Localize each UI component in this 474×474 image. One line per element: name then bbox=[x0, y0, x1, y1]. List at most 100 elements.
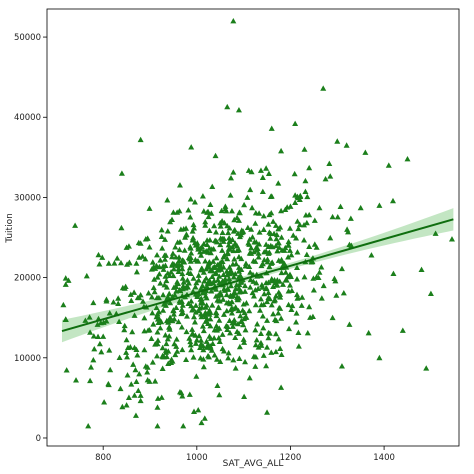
scatter-point bbox=[233, 282, 240, 288]
scatter-point bbox=[157, 280, 164, 286]
scatter-point bbox=[149, 359, 156, 365]
scatter-point bbox=[216, 298, 223, 304]
scatter-point bbox=[218, 207, 225, 214]
scatter-point bbox=[329, 213, 336, 220]
scatter-point bbox=[252, 210, 259, 216]
scatter-point bbox=[199, 193, 206, 199]
scatter-point bbox=[225, 354, 232, 361]
scatter-point bbox=[189, 237, 196, 243]
scatter-point bbox=[157, 324, 164, 331]
scatter-point bbox=[187, 338, 194, 345]
scatter-point bbox=[186, 391, 193, 397]
scatter-point bbox=[293, 319, 300, 325]
scatter-point bbox=[247, 284, 254, 290]
scatter-point bbox=[169, 253, 176, 260]
scatter-point bbox=[240, 321, 247, 328]
scatter-point bbox=[115, 295, 122, 301]
scatter-point bbox=[252, 327, 259, 333]
scatter-point bbox=[162, 332, 169, 338]
scatter-point bbox=[249, 289, 256, 296]
scatter-point bbox=[189, 326, 196, 332]
scatter-point bbox=[294, 218, 301, 224]
scatter-point bbox=[306, 164, 313, 171]
scatter-point bbox=[346, 241, 353, 248]
scatter-point bbox=[176, 182, 183, 188]
regression-line-layer bbox=[61, 218, 454, 333]
scatter-point bbox=[257, 330, 264, 337]
scatter-point bbox=[207, 201, 214, 207]
scatter-point bbox=[154, 311, 161, 317]
scatter-point bbox=[270, 218, 277, 224]
scatter-point bbox=[107, 366, 114, 373]
scatter-point bbox=[278, 269, 285, 276]
scatter-point bbox=[239, 229, 246, 235]
scatter-point bbox=[206, 280, 213, 286]
scatter-point bbox=[301, 146, 308, 152]
scatter-point bbox=[265, 221, 272, 227]
scatter-point bbox=[225, 229, 232, 236]
scatter-point bbox=[179, 393, 186, 399]
scatter-point bbox=[154, 274, 161, 280]
scatter-point bbox=[175, 280, 182, 287]
scatter-point bbox=[105, 260, 112, 266]
scatter-point bbox=[154, 251, 161, 258]
scatter-point bbox=[182, 285, 189, 291]
scatter-point bbox=[95, 333, 102, 340]
scatter-point bbox=[105, 380, 112, 387]
scatter-point bbox=[235, 246, 242, 253]
scatter-point bbox=[279, 247, 286, 253]
scatter-point bbox=[265, 170, 272, 176]
scatter-point bbox=[106, 347, 113, 353]
scatter-point bbox=[176, 246, 183, 253]
scatter-point bbox=[207, 322, 214, 329]
scatter-point bbox=[173, 304, 180, 311]
scatter-point bbox=[246, 236, 253, 242]
scatter-point bbox=[150, 284, 157, 291]
scatter-point bbox=[142, 363, 149, 369]
scatter-point bbox=[302, 177, 309, 184]
scatter-point bbox=[187, 243, 194, 250]
scatter-point bbox=[235, 253, 242, 260]
scatter-point bbox=[226, 275, 233, 281]
scatter-point bbox=[195, 277, 202, 283]
scatter-point bbox=[94, 321, 101, 327]
scatter-point bbox=[188, 346, 195, 353]
scatter-point bbox=[221, 252, 228, 258]
scatter-point bbox=[176, 254, 183, 260]
scatter-point bbox=[82, 317, 89, 323]
scatter-point bbox=[116, 354, 123, 360]
scatter-point bbox=[167, 314, 174, 320]
scatter-point bbox=[159, 352, 166, 359]
scatter-point bbox=[204, 241, 211, 247]
scatter-point bbox=[144, 369, 151, 375]
scatter-point bbox=[423, 365, 430, 371]
scatter-point bbox=[156, 270, 163, 277]
scatter-point bbox=[159, 344, 166, 351]
scatter-point bbox=[208, 288, 215, 294]
scatter-point bbox=[252, 341, 259, 348]
scatter-point bbox=[195, 290, 202, 297]
scatter-point bbox=[182, 234, 189, 240]
scatter-point bbox=[169, 293, 176, 300]
scatter-point bbox=[230, 356, 237, 363]
scatter-point bbox=[223, 300, 230, 306]
scatter-point bbox=[139, 253, 146, 259]
scatter-point bbox=[227, 330, 234, 336]
scatter-point bbox=[167, 218, 174, 225]
scatter-point bbox=[214, 325, 221, 332]
scatter-point bbox=[272, 316, 279, 323]
scatter-point bbox=[236, 209, 243, 216]
scatter-point bbox=[142, 236, 149, 242]
scatter-point bbox=[266, 249, 273, 255]
scatter-point bbox=[294, 264, 301, 270]
scatter-point bbox=[133, 268, 140, 275]
scatter-point bbox=[194, 293, 201, 299]
scatter-point bbox=[149, 259, 156, 265]
scatter-point bbox=[177, 226, 184, 232]
scatter-point bbox=[200, 327, 207, 334]
scatter-point bbox=[179, 275, 186, 281]
scatter-point bbox=[121, 322, 128, 329]
scatter-point bbox=[212, 152, 219, 159]
scatter-point bbox=[180, 279, 187, 285]
scatter-point bbox=[214, 292, 221, 299]
